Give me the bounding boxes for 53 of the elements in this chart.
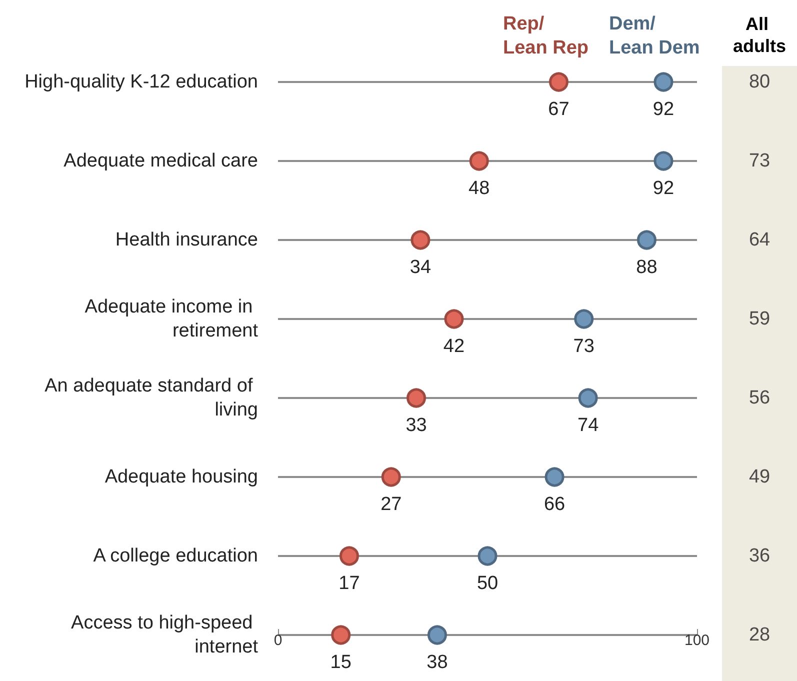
data-label: 67 xyxy=(548,98,570,120)
point xyxy=(548,72,568,92)
y-tick-label: A college education xyxy=(93,546,258,566)
data-label: 80 xyxy=(748,72,770,92)
point xyxy=(444,309,464,329)
series-label: Dem/ Lean Dem xyxy=(609,14,700,58)
data-label: 74 xyxy=(577,414,600,436)
data-label: 17 xyxy=(338,572,360,594)
y-tick-label: An adequate standard of living xyxy=(44,376,258,420)
point xyxy=(578,388,598,408)
y-tick-label: Adequate housing xyxy=(104,466,258,488)
data-label: 73 xyxy=(573,336,594,357)
data-label: 92 xyxy=(652,98,674,120)
point xyxy=(427,625,447,645)
x-tick-label: 0 xyxy=(274,632,282,649)
y-tick-label: High-quality K-12 education xyxy=(24,72,258,92)
data-label: 88 xyxy=(636,256,658,278)
x-tick-label: 100 xyxy=(684,632,710,649)
data-label: 66 xyxy=(544,494,566,515)
data-label: 42 xyxy=(443,336,465,357)
point xyxy=(331,625,351,645)
data-label: 34 xyxy=(410,256,432,278)
data-label: 36 xyxy=(748,546,770,566)
y-tick-label: Adequate income in retirement xyxy=(84,296,259,342)
point xyxy=(406,388,426,408)
data-label: 73 xyxy=(748,150,770,172)
text: All adults xyxy=(732,14,786,56)
point xyxy=(469,151,489,171)
point xyxy=(410,230,430,250)
point xyxy=(636,230,656,250)
data-label: 27 xyxy=(380,494,402,515)
y-tick-label: Health insurance xyxy=(115,230,258,250)
data-label: 28 xyxy=(748,624,770,646)
point xyxy=(381,467,401,487)
data-label: 33 xyxy=(406,414,427,436)
data-label: 50 xyxy=(476,572,498,594)
data-label: 48 xyxy=(468,178,490,199)
data-label: 38 xyxy=(426,652,448,673)
y-tick-label: Access to high-speed internet xyxy=(71,612,259,658)
data-label: 15 xyxy=(330,652,352,673)
point xyxy=(544,467,564,487)
point xyxy=(478,546,498,566)
data-label: 59 xyxy=(748,308,770,330)
data-label: 64 xyxy=(748,230,770,250)
point xyxy=(654,151,674,171)
data-label: 49 xyxy=(748,466,770,488)
point xyxy=(654,72,674,92)
data-label: 92 xyxy=(652,178,674,199)
series-label: Rep/ Lean Rep xyxy=(503,14,589,58)
y-tick-label: Adequate medical care xyxy=(64,150,258,172)
point xyxy=(574,309,594,329)
data-label: 56 xyxy=(748,388,770,408)
point xyxy=(339,546,359,566)
